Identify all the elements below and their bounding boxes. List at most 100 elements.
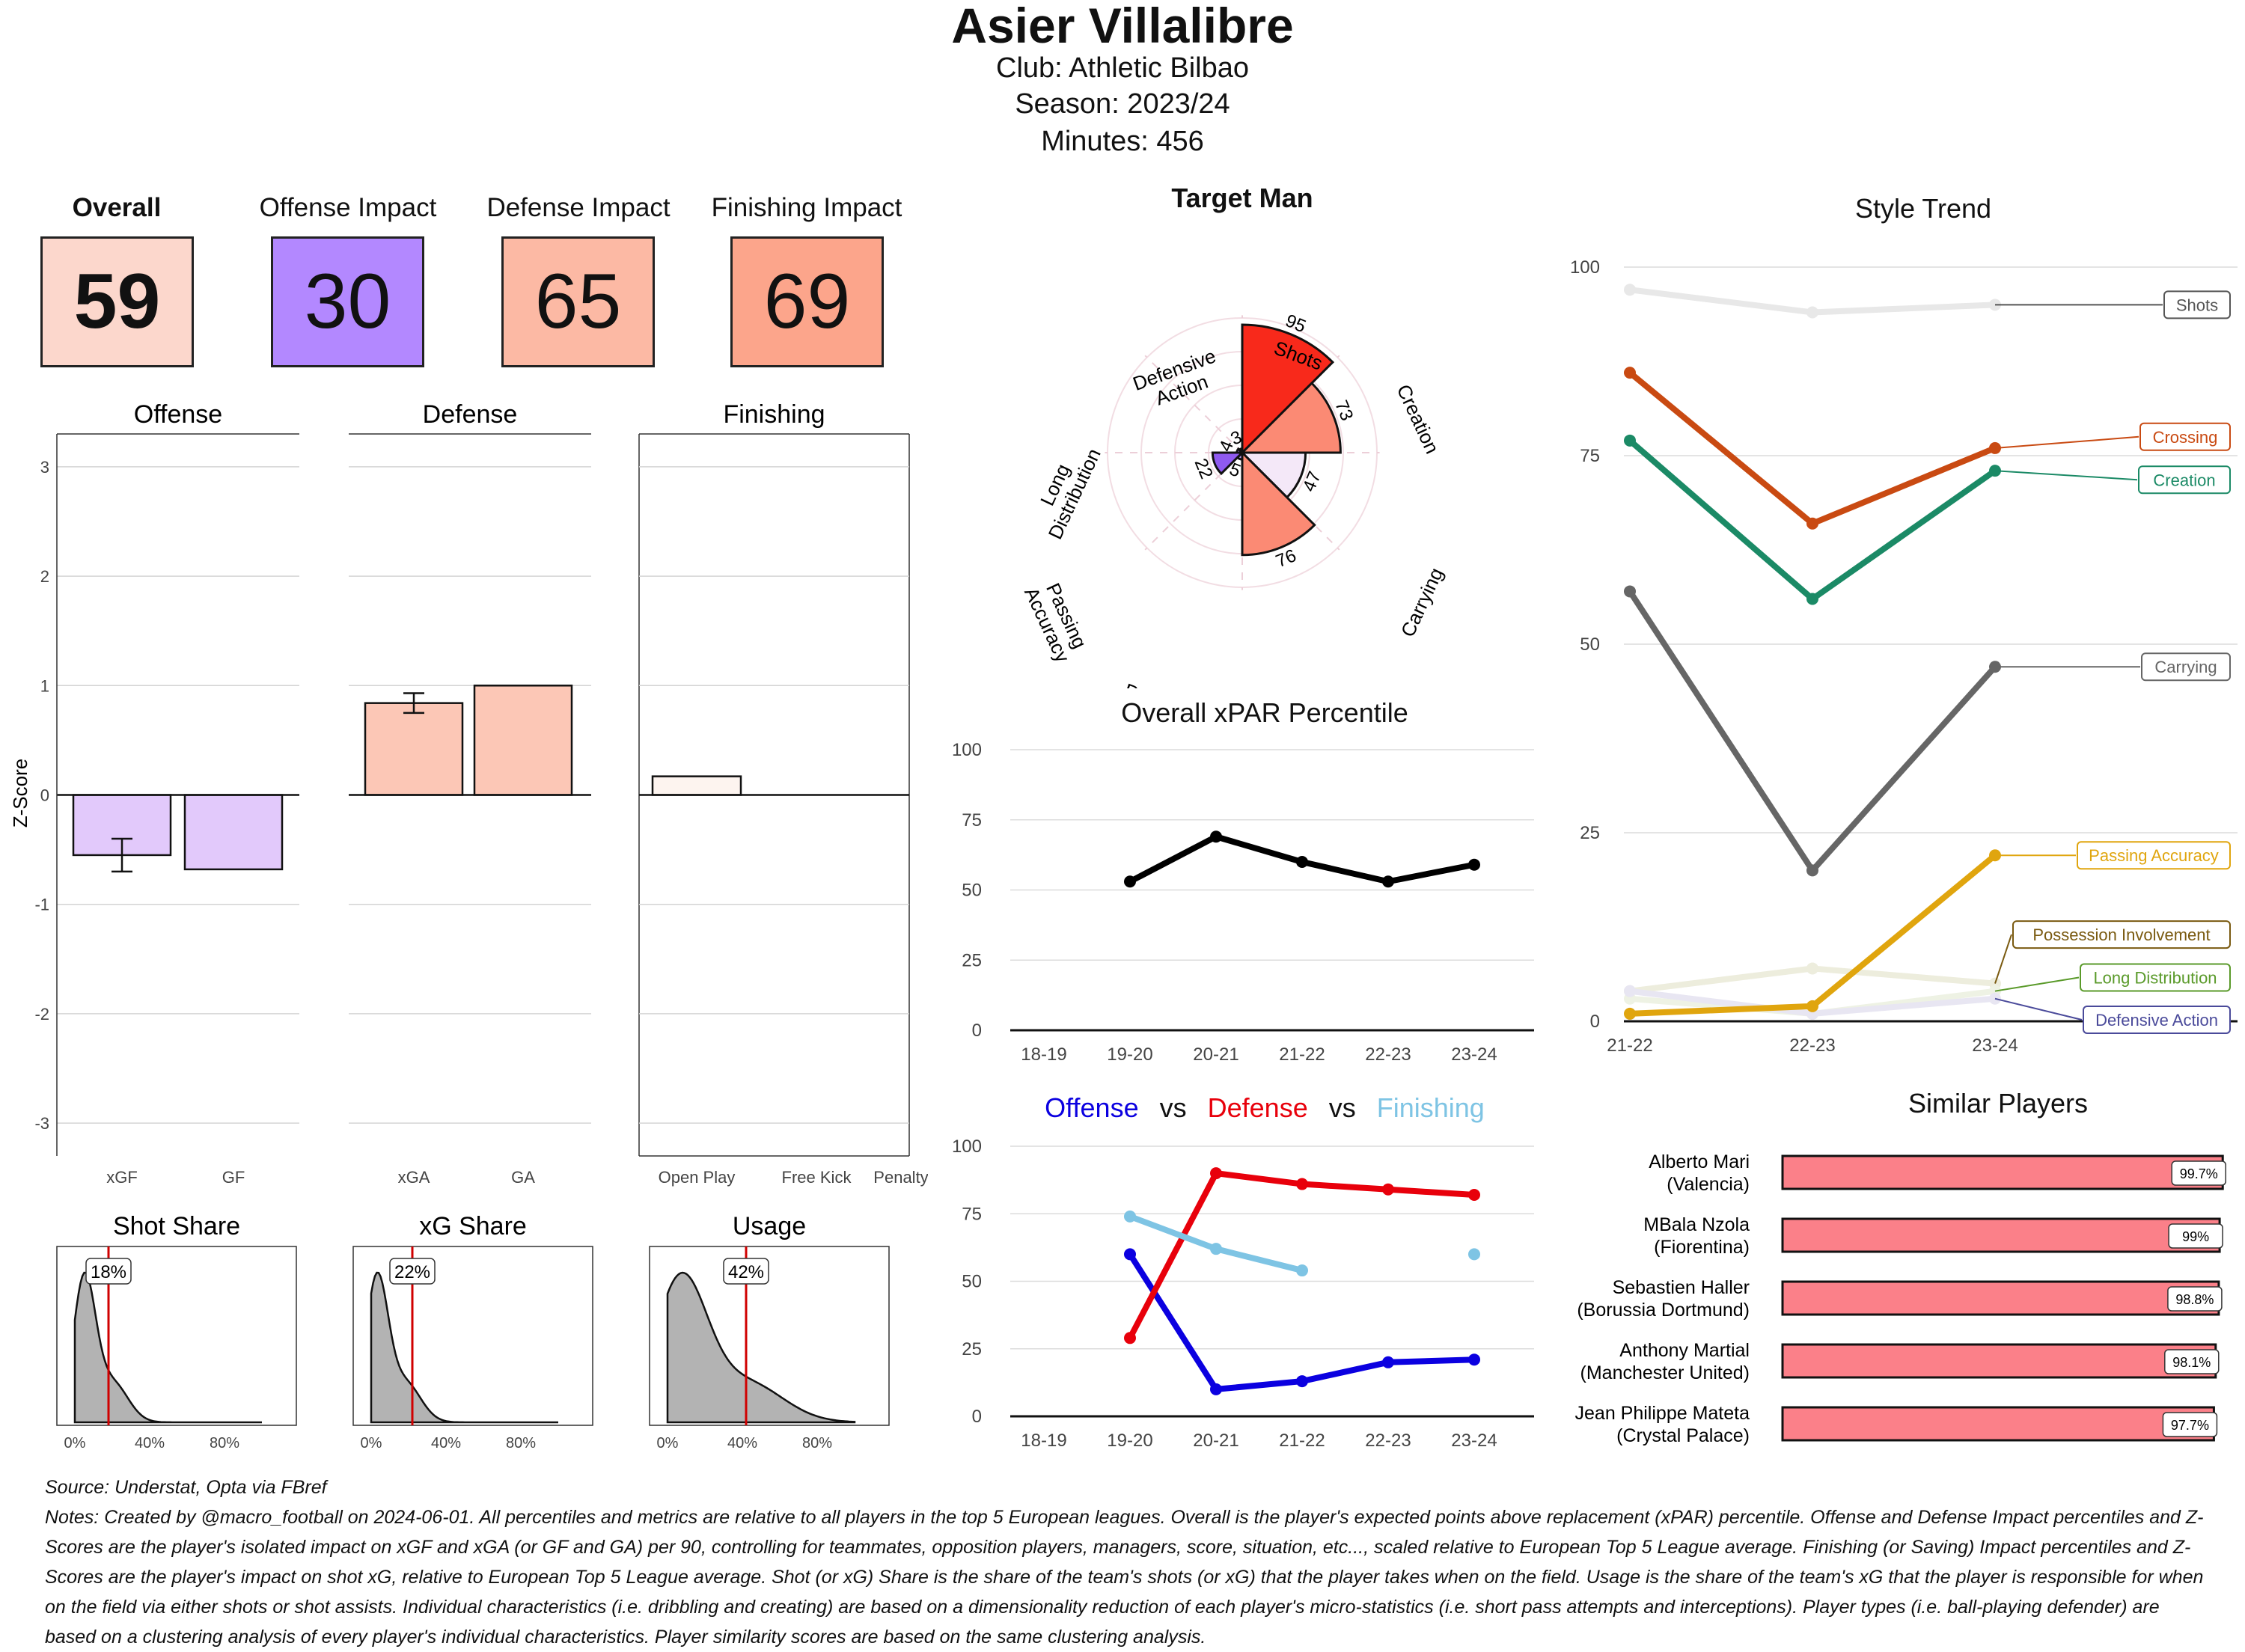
style-series-label-box (2138, 465, 2231, 495)
style-series-label: Carrying (2154, 658, 2217, 676)
zscore-ytick-label: -3 (34, 1114, 49, 1133)
style-series-line (1629, 853, 1997, 1017)
line-chart-point (1210, 1167, 1222, 1180)
style-point (1806, 306, 1818, 319)
style-series-line (1627, 590, 1997, 874)
zscore-panel-title: Finishing (723, 400, 825, 429)
radar-wedge (1238, 447, 1244, 456)
line-chart-xtick-label: 18-19 (1021, 1044, 1066, 1065)
zscore-ytick-label: -2 (34, 1005, 49, 1024)
similar-player-bar (1781, 1217, 2221, 1253)
density-xtick-label: 0% (361, 1435, 382, 1451)
line-chart-point (1210, 1383, 1222, 1395)
density-marker-label-box (85, 1258, 132, 1285)
radar-chart: 95Shots73Creation47Carrying76Crossing5Po… (1020, 310, 1448, 688)
line-chart-xtick-label: 22-23 (1365, 1431, 1411, 1451)
line-chart-ytick-label: 100 (952, 1136, 982, 1157)
zscore-panel-title: Offense (134, 400, 222, 429)
zscore-category-label: xGF (106, 1168, 138, 1187)
density-panel-frame (649, 1246, 890, 1426)
style-point (1806, 517, 1818, 530)
line-chart-xtick-label: 20-21 (1193, 1431, 1238, 1451)
line-chart-point (1124, 1210, 1136, 1223)
density-curve (666, 1271, 856, 1424)
zscore-ytick-label: 0 (40, 786, 49, 805)
line-chart-point (1210, 1243, 1222, 1255)
density-marker-label: 42% (728, 1262, 764, 1282)
radar-category-label-line: Possession (1121, 679, 1222, 688)
style-xtick-label: 22-23 (1789, 1035, 1835, 1056)
line-chart-point (1468, 1188, 1480, 1201)
line-chart-ytick-label: 0 (972, 1407, 982, 1427)
density-marker-label-box (389, 1258, 436, 1285)
ovd-title-defense: Defense (1207, 1092, 1308, 1123)
style-trend-chart: 0 25 50 75 100 21-22 22-23 23-24 Shots Crossing Cr… (1570, 257, 2238, 1056)
similar-player-bar (1781, 1280, 2220, 1316)
ovd-title: Offense vs Defense vs Finishing (995, 1092, 1534, 1124)
density-marker-label-box (723, 1258, 769, 1285)
style-series-label-box (2077, 841, 2231, 870)
line-chart-ytick-label: 50 (962, 881, 982, 901)
zscore-bar (651, 775, 742, 796)
radar-category-label: Creation (1393, 381, 1444, 457)
density-xtick-label: 40% (135, 1435, 165, 1451)
line-chart-point (1296, 856, 1308, 868)
style-label-connector (1994, 976, 2080, 992)
similar-players-chart: Alberto Mari(Valencia) 99.7% MBala Nzola(F… (1575, 1151, 2226, 1446)
density-panel-frame (352, 1246, 593, 1426)
radar-wedge (1239, 381, 1342, 454)
style-ytick-label: 100 (1570, 257, 1600, 278)
density-xtick-label: 0% (657, 1435, 679, 1451)
style-ytick-label: 50 (1580, 634, 1600, 655)
style-point (1624, 1007, 1636, 1020)
density-panel-title: Usage (733, 1212, 806, 1240)
style-point (1624, 434, 1636, 447)
line-chart-xtick-label: 18-19 (1021, 1431, 1066, 1451)
style-series-label: Crossing (2153, 428, 2218, 447)
style-point (1989, 441, 2001, 454)
radar-category-label: LongDistribution (1024, 436, 1105, 543)
season-line: Season: 2023/24 (1015, 88, 1230, 120)
line-chart-xtick-label: 21-22 (1279, 1431, 1325, 1451)
density-marker-label: 22% (394, 1262, 430, 1282)
line-chart-point (1296, 1375, 1308, 1388)
density-xtick-label: 40% (727, 1435, 757, 1451)
density-panel-title: Shot Share (113, 1212, 240, 1240)
zscore-category-label: GA (511, 1168, 535, 1187)
style-series-label-box (2141, 652, 2231, 682)
radar-wedge (1211, 451, 1245, 476)
style-ytick-label: 75 (1580, 446, 1600, 466)
zscore-category-label: GF (222, 1168, 245, 1187)
offense-impact-value: 30 (271, 236, 424, 367)
club-line: Club: Athletic Bilbao (996, 52, 1249, 84)
style-series-label-box (2012, 920, 2231, 949)
zscore-ytick-label: 1 (40, 676, 49, 695)
offense-impact-label: Offense Impact (259, 193, 437, 222)
style-ytick-label: 25 (1580, 823, 1600, 843)
density-xtick-label: 80% (506, 1435, 536, 1451)
density-xtick-label: 0% (64, 1435, 86, 1451)
density-curve (73, 1271, 262, 1424)
style-series-line (1628, 370, 1997, 527)
style-series-label: Defensive Action (2095, 1011, 2218, 1030)
style-series-label-box (2083, 1005, 2231, 1034)
line-chart-ytick-label: 25 (962, 950, 982, 970)
style-label-connector (1994, 435, 2139, 449)
style-point (1624, 585, 1636, 598)
style-series-label: Creation (2153, 471, 2215, 489)
line-chart-ytick-label: 50 (962, 1272, 982, 1292)
line-chart-xtick-label: 23-24 (1451, 1431, 1497, 1451)
radar-category-label-line: Carrying (1396, 564, 1448, 640)
density-panel-frame (56, 1246, 297, 1426)
similar-player-name: Sebastien Haller (1613, 1277, 1750, 1298)
ovd-title-finishing: Finishing (1376, 1092, 1485, 1123)
line-chart-point (1468, 858, 1480, 871)
style-point (1624, 284, 1636, 296)
zscore-ytick-label: -1 (34, 896, 49, 914)
similar-player-score: 99.7% (2180, 1166, 2218, 1181)
xpar-title: Overall xPAR Percentile (1121, 697, 1408, 728)
radar-category-label: PassingAccuracy (1020, 575, 1093, 666)
zscore-bar (473, 685, 573, 796)
style-series-label-box (2139, 422, 2231, 451)
methodology-notes: Notes: Created by @macro_football on 202… (45, 1507, 2204, 1648)
